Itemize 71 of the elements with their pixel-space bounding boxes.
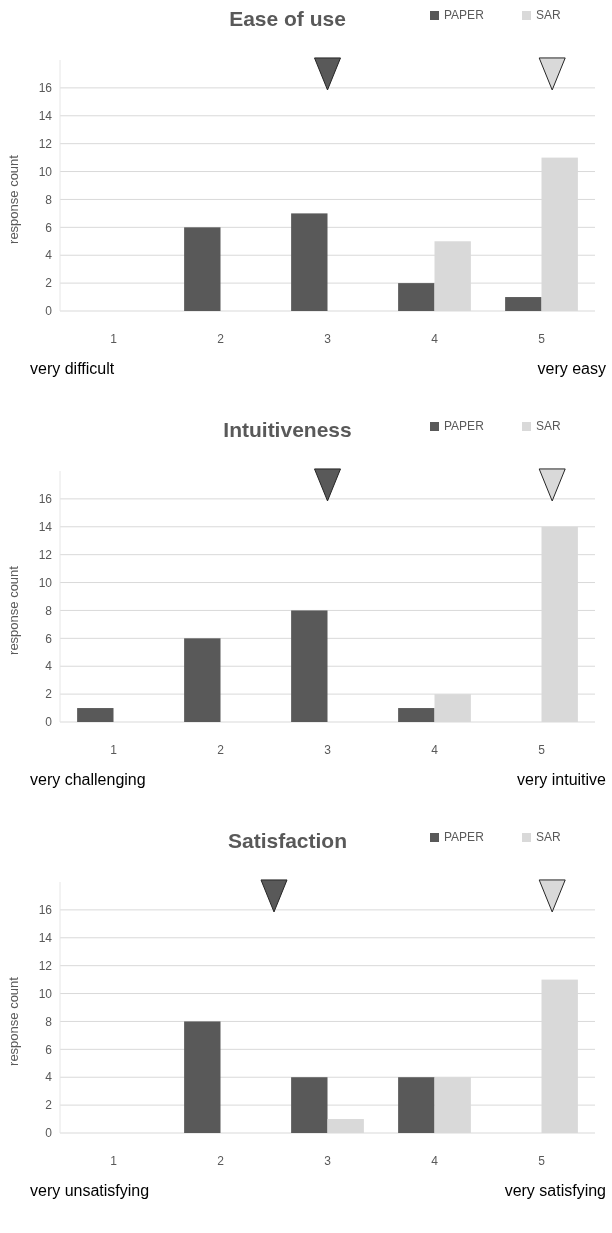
y-axis-title: response count — [6, 154, 21, 244]
y-tick-label: 8 — [45, 603, 53, 618]
y-tick-label: 14 — [38, 519, 53, 534]
chart-title: Ease of use — [229, 7, 346, 30]
y-tick-label: 8 — [45, 192, 53, 207]
y-tick-label: 0 — [45, 304, 53, 319]
y-tick-label: 2 — [45, 687, 53, 702]
bar — [398, 1077, 435, 1133]
y-tick-label: 14 — [38, 108, 53, 123]
y-tick-label: 10 — [38, 164, 53, 179]
x-tick-label: 4 — [431, 743, 439, 758]
legend-label: PAPER — [444, 8, 485, 23]
x-tick-label: 4 — [431, 1154, 439, 1169]
y-tick-label: 6 — [45, 220, 53, 235]
x-tick-label: 1 — [110, 332, 118, 347]
bar — [398, 708, 435, 722]
y-tick-label: 4 — [45, 1070, 53, 1085]
bar — [398, 283, 435, 311]
bar — [291, 213, 328, 311]
legend-label: SAR — [536, 8, 562, 23]
x-tick-label: 3 — [324, 1154, 332, 1169]
bar — [77, 708, 114, 722]
y-tick-label: 2 — [45, 1098, 53, 1113]
x-tick-label: 5 — [538, 1154, 546, 1169]
y-tick-label: 8 — [45, 1014, 53, 1029]
y-tick-label: 12 — [38, 958, 53, 973]
text: very intuitive — [517, 771, 607, 788]
y-tick-label: 4 — [45, 248, 53, 263]
text: very challenging — [30, 771, 146, 788]
y-tick-label: 0 — [45, 715, 53, 730]
y-tick-label: 12 — [38, 547, 53, 562]
chart-title: Satisfaction — [227, 829, 348, 852]
x-tick-label: 5 — [538, 332, 546, 347]
chart-title: Intuitiveness — [223, 418, 352, 441]
y-tick-label: 6 — [45, 1042, 53, 1057]
bar — [291, 610, 328, 722]
y-tick-label: 14 — [38, 930, 53, 945]
y-tick-label: 16 — [38, 903, 53, 918]
y-tick-label: 4 — [45, 659, 53, 674]
x-tick-label: 3 — [324, 743, 332, 758]
y-tick-label: 2 — [45, 276, 53, 291]
bar — [184, 638, 221, 722]
x-tick-label: 2 — [217, 1154, 225, 1169]
bar — [184, 1021, 221, 1133]
x-tick-label: 1 — [110, 1154, 118, 1169]
x-tick-label: 4 — [431, 332, 439, 347]
x-tick-label: 2 — [217, 743, 225, 758]
y-tick-label: 12 — [38, 136, 53, 151]
y-axis-title: response count — [6, 976, 21, 1066]
legend-label: PAPER — [444, 830, 485, 845]
text: very unsatisfying — [30, 1182, 150, 1199]
bar — [184, 227, 221, 311]
y-tick-label: 10 — [38, 986, 53, 1001]
text: very easy — [537, 360, 606, 377]
bar — [291, 1077, 328, 1133]
y-tick-label: 10 — [38, 575, 53, 590]
x-tick-label: 3 — [324, 332, 332, 347]
x-tick-label: 2 — [217, 332, 225, 347]
bar — [505, 297, 542, 311]
legend-label: PAPER — [444, 419, 485, 434]
y-tick-label: 0 — [45, 1126, 53, 1141]
legend-label: SAR — [536, 419, 562, 434]
text: very satisfying — [504, 1182, 606, 1199]
text: very difficult — [30, 360, 115, 377]
y-tick-label: 6 — [45, 631, 53, 646]
y-axis-title: response count — [6, 565, 21, 655]
legend-label: SAR — [536, 830, 562, 845]
y-tick-label: 16 — [38, 81, 53, 96]
y-tick-label: 16 — [38, 492, 53, 507]
x-tick-label: 1 — [110, 743, 118, 758]
x-tick-label: 5 — [538, 743, 546, 758]
